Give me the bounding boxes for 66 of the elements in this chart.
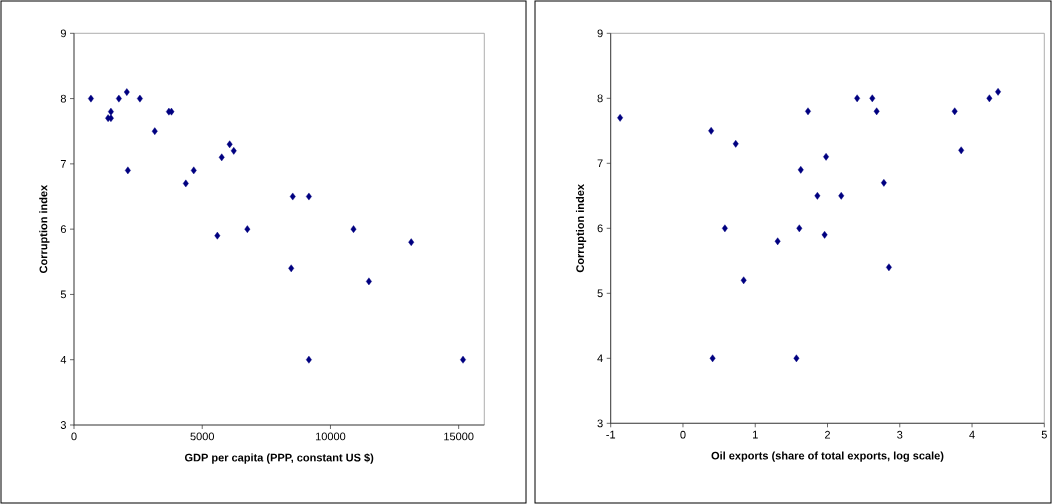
point (796, 224, 803, 233)
x-tick-label: 0 (71, 432, 77, 441)
point (869, 94, 876, 103)
point (793, 354, 800, 363)
point (995, 88, 1001, 96)
point (797, 166, 804, 174)
point (880, 179, 887, 187)
x-tick-label: 1 (753, 430, 758, 439)
point (151, 127, 158, 136)
point (350, 225, 357, 233)
x-tick-label: -1 (606, 430, 616, 439)
y-tick-label: 9 (60, 29, 66, 38)
x-axis-title: Oil exports (share of total exports, log scale) (711, 451, 944, 462)
point (958, 146, 965, 155)
point (123, 88, 130, 96)
point (289, 192, 296, 201)
y-tick-label: 8 (597, 94, 603, 103)
y-tick-label: 7 (597, 159, 603, 168)
point (244, 225, 251, 233)
point (814, 192, 821, 200)
y-tick-label: 4 (60, 355, 67, 364)
y-tick-label: 7 (60, 160, 66, 168)
y-tick-label: 5 (60, 290, 66, 299)
point (740, 276, 747, 285)
x-axis-title: GDP per capita (PPP, constant US $) (184, 453, 374, 464)
point (408, 238, 415, 247)
point (821, 231, 828, 239)
point (617, 114, 623, 122)
point (708, 127, 715, 135)
point (190, 166, 197, 175)
y-tick-label: 3 (597, 419, 603, 428)
x-tick-label: 15000 (444, 432, 474, 441)
point (774, 237, 781, 246)
y-tick-label: 8 (60, 94, 66, 103)
point (288, 264, 295, 273)
point (823, 153, 829, 161)
point (226, 140, 233, 149)
point (182, 179, 189, 188)
y-axis-title: Corruption index (39, 184, 50, 273)
x-tick-label: 5000 (190, 432, 215, 441)
y-tick-label: 6 (60, 225, 66, 234)
x-tick-label: 10000 (315, 432, 346, 441)
y-tick-label: 6 (597, 224, 603, 233)
y-tick-label: 4 (597, 354, 603, 363)
y-tick-label: 9 (597, 29, 603, 38)
x-tick-label: 4 (969, 430, 975, 439)
point (214, 231, 221, 240)
point (986, 94, 993, 103)
point (709, 354, 716, 363)
point (115, 94, 122, 103)
point (854, 94, 861, 103)
point (218, 153, 225, 162)
x-tick-label: 2 (825, 430, 831, 439)
x-tick-label: 0 (680, 430, 686, 439)
x-tick-label: 5 (1041, 430, 1047, 439)
y-axis-title: Corruption index (575, 184, 587, 273)
point (124, 166, 131, 175)
point (838, 192, 845, 200)
point (732, 140, 739, 148)
y-tick-label: 5 (597, 289, 603, 298)
point (951, 107, 958, 116)
x-tick-label: 3 (897, 430, 903, 439)
point (721, 224, 728, 233)
y-tick-label: 3 (60, 421, 66, 429)
point (230, 147, 237, 155)
point (873, 107, 880, 116)
